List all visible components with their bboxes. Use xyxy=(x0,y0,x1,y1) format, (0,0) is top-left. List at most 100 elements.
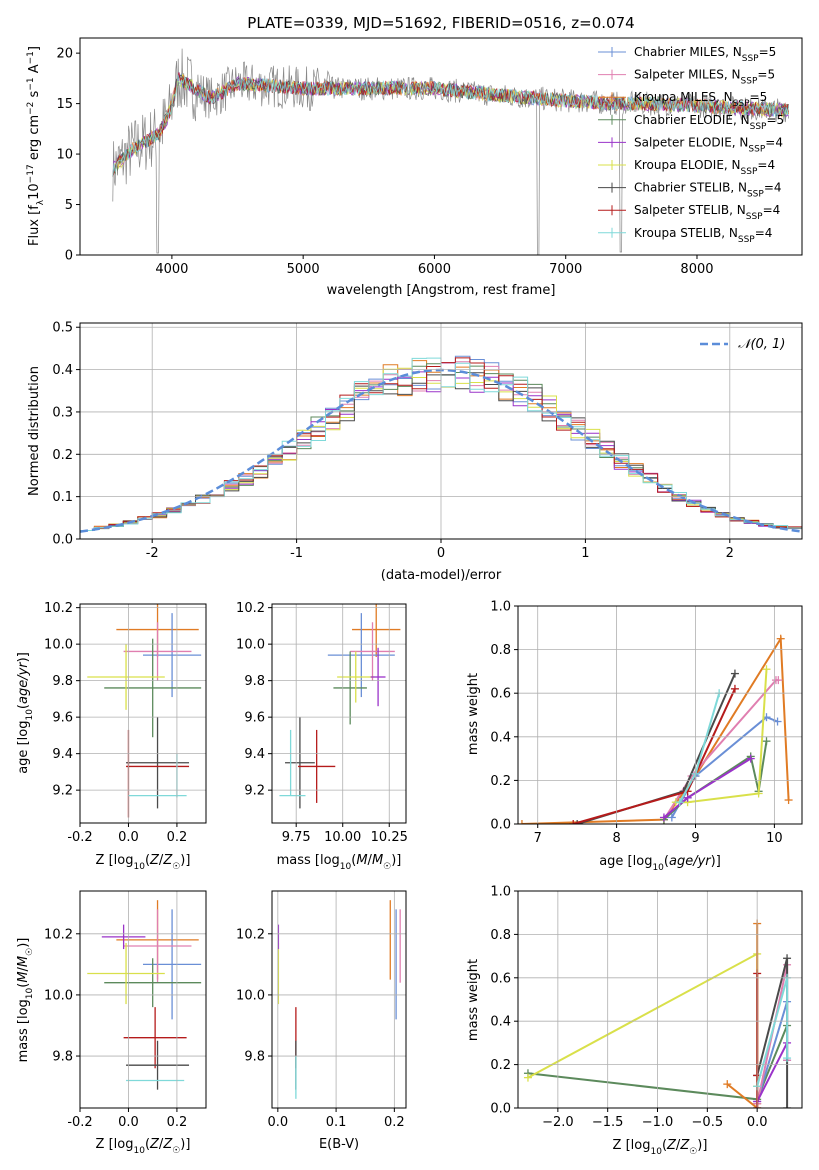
y-tick-label: 10 xyxy=(56,148,73,163)
plot-area-age-vs-mass xyxy=(279,604,401,809)
massz-ylabel-part: 10 xyxy=(25,987,35,999)
legend-label-part: Kroupa ELODIE, N xyxy=(634,158,741,172)
spectrum-xlabel: wavelength [Angstrom, rest frame] xyxy=(327,283,556,298)
y-tick-label: 0.0 xyxy=(52,533,73,548)
x-tick-label: 1 xyxy=(581,546,589,561)
x-tick-label: -1 xyxy=(290,546,303,561)
legend-label-part: Kroupa MILES, N xyxy=(634,90,733,104)
x-tick-label: 10.25 xyxy=(371,830,408,845)
y-tick-label: 10.0 xyxy=(236,638,265,653)
y-tick-label: 0.6 xyxy=(490,971,511,986)
weightage-xlabel: age [log10(age/yr)] xyxy=(599,854,721,873)
axes-frame xyxy=(271,890,407,1109)
x-tick-label: −2.0 xyxy=(542,1115,574,1130)
x-tick-label: -0.2 xyxy=(67,830,92,845)
legend-label-part: SSP xyxy=(750,122,767,132)
y-tick-label: 1.0 xyxy=(490,885,511,900)
spectrum-ylabel-part: s xyxy=(27,90,42,101)
massz-xlabel-part: Z xyxy=(162,1137,173,1152)
axes-age-vs-Z: -0.2 0.0 0.29.29.49.69.810.010.2Z [log10(Z… xyxy=(16,601,207,872)
agemass-xlabel-part: ( xyxy=(351,853,356,868)
axes-spectrum: 4000 5000 6000 7000 8000 0 5 10 15 20 PLATE=0339, … xyxy=(26,14,803,298)
agez-xlabel-part: Z xyxy=(162,853,173,868)
massz-xlabel-part: ☉ xyxy=(172,1146,180,1156)
agez-ylabel: age [log10(age/yr)] xyxy=(16,652,35,774)
y-tick-label: 9.8 xyxy=(52,674,73,689)
model-spectrum-line xyxy=(112,74,789,177)
weightz-xlabel: Z [log10(Z/Z☉)] xyxy=(613,1138,708,1157)
weight-series-line xyxy=(726,923,759,1108)
legend-label: Salpeter STELIB, NSSP=4 xyxy=(634,203,780,222)
plot-area-age-vs-Z xyxy=(87,604,202,818)
y-tick-label: 9.8 xyxy=(244,674,265,689)
ebv-xlabel: E(B-V) xyxy=(319,1137,359,1152)
x-tick-label: 0.2 xyxy=(167,1115,188,1130)
y-tick-label: 0.0 xyxy=(490,818,511,833)
legend-label-part: SSP xyxy=(741,167,758,177)
x-tick-label: −0.5 xyxy=(692,1115,724,1130)
weightage-xlabel-part: )] xyxy=(711,854,721,869)
weight-ylabel: mass weight xyxy=(466,673,481,755)
x-tick-label: 0.1 xyxy=(326,1115,347,1130)
plot-area-weight-vs-age xyxy=(518,634,793,824)
y-tick-label: 0.3 xyxy=(52,405,73,420)
agemass-xlabel-part: M xyxy=(356,853,367,868)
agez-xlabel-part: / xyxy=(159,853,164,868)
y-tick-label: 10.2 xyxy=(44,927,73,942)
legend-label-part: =5 xyxy=(759,45,777,59)
weightz-xlabel-part: Z [log xyxy=(613,1138,651,1153)
weight-series-line xyxy=(572,688,736,824)
spectrum-ylabel-part: −1 xyxy=(26,77,36,90)
x-tick-label: 4000 xyxy=(155,262,188,277)
legend-label: Chabrier ELODIE, NSSP=5 xyxy=(634,113,784,132)
y-tick-label: 0.0 xyxy=(490,1102,511,1117)
axes-age-vs-mass: 9.75 10.00 10.25 9.2 9.4 9.6 9.8 10.0 10.2 mass [… xyxy=(236,601,408,872)
x-tick-label: 7000 xyxy=(549,262,582,277)
agez-ylabel-part: )] xyxy=(16,652,31,662)
agemass-xlabel: mass [log10(M/M☉)] xyxy=(277,853,402,872)
spectrum-ylabel: Flux [fλ10−17 erg cm−2 s−1 A−1] xyxy=(26,46,46,246)
y-tick-label: 10.0 xyxy=(44,988,73,1003)
spectrum-ylabel-part: A xyxy=(27,64,42,77)
x-tick-label: -2 xyxy=(146,546,159,561)
agez-xlabel-part: ☉ xyxy=(172,862,180,872)
y-tick-label: 0.6 xyxy=(490,687,511,702)
x-tick-label: 0 xyxy=(437,546,445,561)
x-tick-label: 7 xyxy=(534,831,542,846)
legend-label-part: SSP xyxy=(746,212,763,222)
legend-label-part: =4 xyxy=(757,158,775,172)
agez-xlabel-part: Z [log xyxy=(96,853,134,868)
weight-ylabel: mass weight xyxy=(466,959,481,1041)
massz-ylabel-part: / xyxy=(16,966,31,971)
spectrum-ylabel-part: −17 xyxy=(26,164,36,183)
legend-label-part: =4 xyxy=(764,181,782,195)
x-tick-label: 2 xyxy=(726,546,734,561)
weightz-xlabel-part: )] xyxy=(697,1138,707,1153)
spectrum-ylabel-part: erg cm xyxy=(27,115,42,164)
x-tick-label: −1.5 xyxy=(592,1115,624,1130)
weightage-xlabel-part: 10 xyxy=(652,863,664,873)
axes-mass-vs-Z: -0.2 0.0 0.29.810.010.2Z [log10(Z/Z☉)]mass… xyxy=(16,890,207,1156)
y-tick-label: 9.6 xyxy=(244,711,265,726)
y-tick-label: 9.4 xyxy=(52,747,73,762)
observed-spectrum-line xyxy=(112,48,789,255)
x-tick-label: 0.2 xyxy=(167,830,188,845)
agemass-xlabel-part: mass [log xyxy=(277,853,340,868)
weightage-xlabel-part: age/yr xyxy=(669,854,712,869)
spectrum-ylabel-part: λ xyxy=(36,199,46,205)
y-tick-label: 9.8 xyxy=(244,1050,265,1065)
axes-frame xyxy=(79,890,207,1109)
massz-xlabel-part: Z xyxy=(149,1137,160,1152)
y-tick-label: 15 xyxy=(56,97,73,112)
legend-label: Kroupa STELIB, NSSP=4 xyxy=(634,226,772,245)
axes-frame xyxy=(79,37,803,256)
x-tick-label: 10 xyxy=(766,831,783,846)
legend-label-part: =5 xyxy=(750,90,768,104)
spectrum-ylabel-part: −1 xyxy=(26,51,36,64)
spectrum-ylabel-part: 10 xyxy=(27,183,42,200)
legend-label-part: SSP xyxy=(738,235,755,245)
agez-xlabel-part: Z xyxy=(149,853,160,868)
legend-label: Kroupa MILES, NSSP=5 xyxy=(634,90,767,109)
axes-frame xyxy=(517,890,803,1109)
